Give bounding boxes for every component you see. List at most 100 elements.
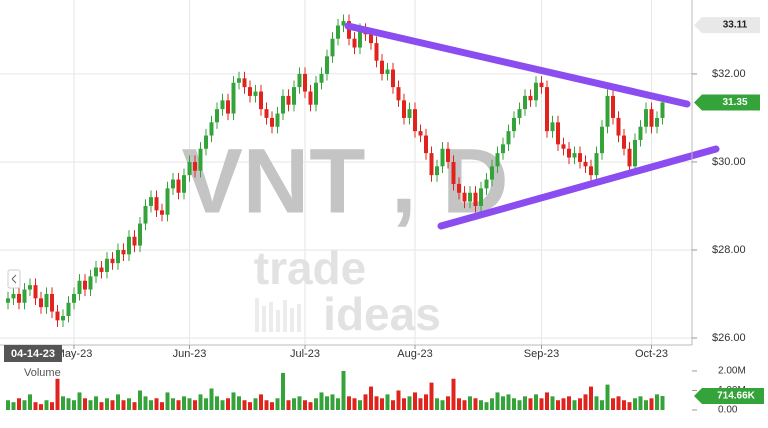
candle-body (44, 293, 49, 308)
candle-body (462, 192, 467, 202)
candle-body (633, 139, 637, 167)
candle-body (55, 311, 60, 321)
volume-bar (220, 400, 225, 410)
trendline-lower (437, 145, 720, 230)
volume-bar (358, 400, 362, 410)
volume-bar (297, 396, 302, 410)
candle-body (589, 166, 593, 176)
x-tick-label: May-23 (56, 348, 93, 360)
candle-body (121, 249, 126, 255)
candle-body (330, 38, 335, 57)
date-cursor-box (4, 345, 62, 362)
candle-body (429, 153, 434, 176)
candle-body (325, 56, 329, 74)
candle-body (220, 100, 225, 110)
volume-bar (17, 398, 21, 410)
volume-bar (330, 394, 335, 410)
volume-bar (94, 396, 98, 410)
volume-bar (253, 398, 258, 410)
volume-bar (28, 394, 32, 410)
x-tick-label: Oct-23 (635, 348, 668, 360)
candle-body (396, 87, 401, 101)
volume-bar (165, 392, 170, 410)
volume-bar (539, 398, 544, 410)
candle-body (204, 135, 208, 149)
volume-bar (99, 402, 104, 410)
x-tick-label: Sep-23 (524, 348, 559, 360)
volume-bar (149, 400, 153, 410)
volume-bar (22, 400, 27, 410)
date-cursor-label: 04-14-23 (11, 348, 55, 360)
volume-bar (572, 400, 577, 410)
candle-body (413, 109, 417, 132)
volume-bar (154, 398, 159, 410)
logo-word: trade (254, 242, 366, 294)
scroll-button[interactable] (7, 269, 21, 289)
candle-body (50, 293, 54, 312)
volume-bar (231, 392, 236, 410)
volume-bar (473, 398, 478, 410)
candle-body (594, 153, 599, 176)
candle-body (484, 179, 489, 189)
candle-body (297, 73, 302, 88)
candle-body (506, 131, 511, 145)
candle-body (303, 73, 307, 92)
candle-body (105, 258, 109, 272)
volume-bar (363, 394, 368, 410)
volume-marker-label: 714.66K (717, 391, 756, 402)
volume-tick-label: 0.00 (718, 405, 738, 416)
candle-body (545, 87, 549, 132)
price-marker-label: 31.35 (722, 97, 747, 108)
volume-bar (556, 400, 560, 410)
candle-body (33, 285, 38, 299)
candle-body (501, 144, 505, 154)
candle-body (649, 109, 654, 127)
volume-bar (33, 402, 38, 410)
axes: $26.00 $28.00 $30.00 $32.00 May-23 Jun-23 Jul-… (56, 17, 764, 416)
volume-bar (286, 400, 291, 410)
volume-bar (402, 398, 406, 410)
volume-bar (132, 402, 137, 410)
volume-bar (264, 400, 269, 410)
candle-body (22, 289, 27, 303)
candle-body (352, 38, 357, 48)
volume-bar (110, 400, 115, 410)
candle-body (259, 91, 263, 110)
candle-body (473, 192, 478, 206)
volume-bar (187, 398, 192, 410)
candle-body (523, 95, 527, 110)
candle-body (341, 21, 346, 26)
volume-bar (655, 394, 659, 410)
candle-body (231, 82, 236, 114)
volume-bar (457, 398, 461, 410)
volume-bar (374, 396, 379, 410)
y-tick-label: $26.00 (712, 332, 746, 344)
volume-bar (638, 396, 643, 410)
volume-bar (308, 402, 313, 410)
volume-bar (589, 386, 593, 410)
x-tick-label: Jun-23 (173, 348, 207, 360)
candle-body (567, 148, 571, 158)
volume-bar (193, 400, 197, 410)
candle-body (116, 249, 120, 264)
candle-body (209, 122, 214, 136)
candle-body (17, 293, 21, 303)
volume-bar (171, 398, 175, 410)
candle-body (528, 95, 533, 101)
candle-body (6, 298, 10, 303)
candle-body (72, 293, 76, 303)
volume-bar (644, 400, 648, 410)
volume-bar (462, 400, 467, 410)
volume-tick-label: 2.00M (718, 366, 746, 377)
candle-body (347, 21, 351, 39)
volume-bar (633, 398, 637, 410)
candle-body (160, 210, 164, 215)
volume-bar (66, 398, 71, 410)
candle-body (336, 25, 340, 39)
volume-bar (616, 396, 621, 410)
candle-body (517, 109, 522, 118)
trendlines (344, 22, 720, 230)
candle-body (270, 117, 274, 127)
volume-bar (600, 400, 604, 410)
volume-bar (512, 398, 516, 410)
